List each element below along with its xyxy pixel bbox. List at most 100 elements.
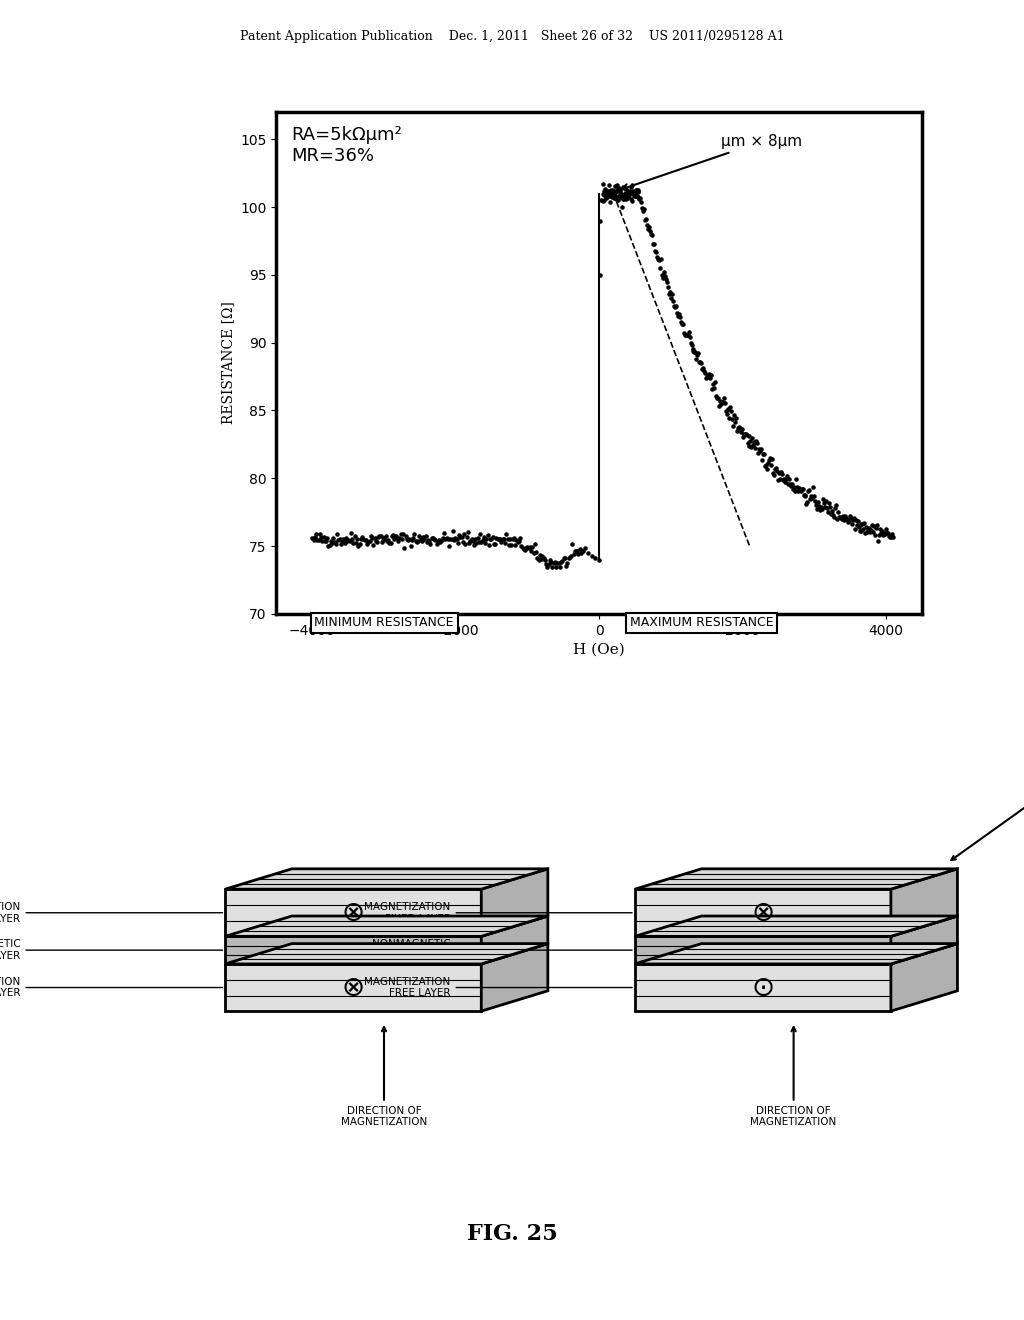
- Polygon shape: [635, 936, 891, 964]
- Point: [595, 190, 611, 211]
- Point: [707, 371, 723, 392]
- Point: [629, 186, 645, 207]
- Point: [751, 442, 767, 463]
- Point: [618, 183, 635, 205]
- Point: [392, 524, 409, 545]
- Point: [634, 197, 650, 218]
- Point: [321, 535, 337, 556]
- Point: [687, 342, 703, 363]
- Point: [605, 180, 622, 201]
- Point: [602, 182, 618, 203]
- Point: [705, 374, 721, 395]
- Point: [834, 508, 850, 529]
- Point: [468, 532, 484, 553]
- Point: [512, 527, 528, 548]
- Point: [459, 527, 475, 548]
- Point: [478, 528, 495, 549]
- Point: [378, 525, 394, 546]
- Point: [673, 312, 689, 333]
- Point: [678, 325, 694, 346]
- Point: [596, 185, 612, 206]
- Point: [719, 403, 735, 424]
- Point: [602, 186, 618, 207]
- Point: [740, 436, 757, 457]
- Point: [428, 533, 444, 554]
- Point: [781, 474, 798, 495]
- Point: [381, 532, 397, 553]
- Point: [755, 444, 771, 465]
- Point: [714, 391, 730, 412]
- Point: [611, 186, 628, 207]
- Point: [814, 499, 830, 520]
- Point: [430, 531, 446, 552]
- Point: [453, 527, 469, 548]
- Point: [335, 528, 351, 549]
- Point: [726, 404, 742, 425]
- Text: ⊙: ⊙: [752, 974, 774, 1002]
- Point: [526, 533, 543, 554]
- Point: [846, 508, 862, 529]
- Point: [600, 186, 616, 207]
- Point: [454, 525, 470, 546]
- Point: [324, 532, 340, 553]
- Point: [666, 296, 682, 317]
- Point: [598, 187, 614, 209]
- Point: [356, 529, 373, 550]
- Point: [422, 533, 438, 554]
- Point: [329, 524, 345, 545]
- Point: [525, 543, 542, 564]
- Point: [685, 339, 701, 360]
- Point: [710, 388, 726, 409]
- Point: [863, 520, 880, 541]
- Point: [609, 178, 626, 199]
- Point: [821, 492, 838, 513]
- Point: [574, 540, 591, 561]
- Point: [366, 535, 382, 556]
- Point: [523, 540, 540, 561]
- Polygon shape: [635, 944, 957, 964]
- Point: [569, 541, 586, 562]
- Point: [451, 525, 467, 546]
- Point: [644, 224, 660, 246]
- Point: [731, 417, 748, 438]
- Point: [801, 479, 817, 500]
- Point: [532, 548, 549, 569]
- Point: [679, 325, 695, 346]
- Point: [632, 187, 648, 209]
- Point: [385, 524, 401, 545]
- Point: [622, 182, 638, 203]
- X-axis label: H (Oe): H (Oe): [573, 643, 625, 657]
- Point: [775, 470, 792, 491]
- Point: [571, 539, 588, 560]
- Point: [709, 387, 725, 408]
- Point: [826, 498, 843, 519]
- Polygon shape: [225, 936, 481, 964]
- Point: [741, 425, 758, 446]
- Point: [635, 201, 651, 222]
- Point: [787, 469, 804, 490]
- Point: [362, 525, 379, 546]
- Point: [506, 528, 522, 549]
- Point: [671, 304, 687, 325]
- Point: [474, 529, 490, 550]
- Point: [711, 396, 727, 417]
- Point: [603, 180, 620, 201]
- Point: [607, 181, 624, 202]
- Point: [872, 523, 889, 544]
- Text: ⊗: ⊗: [752, 899, 774, 927]
- Point: [851, 520, 867, 541]
- Point: [839, 508, 855, 529]
- Point: [819, 498, 836, 519]
- Point: [524, 536, 541, 557]
- Point: [566, 541, 583, 562]
- Point: [738, 424, 755, 445]
- Point: [805, 477, 821, 498]
- Point: [864, 515, 881, 536]
- Text: ⊗: ⊗: [342, 974, 365, 1002]
- Point: [543, 552, 559, 573]
- Point: [657, 269, 674, 290]
- Point: [404, 528, 421, 549]
- Point: [544, 557, 560, 578]
- Point: [808, 495, 824, 516]
- Point: [642, 220, 658, 242]
